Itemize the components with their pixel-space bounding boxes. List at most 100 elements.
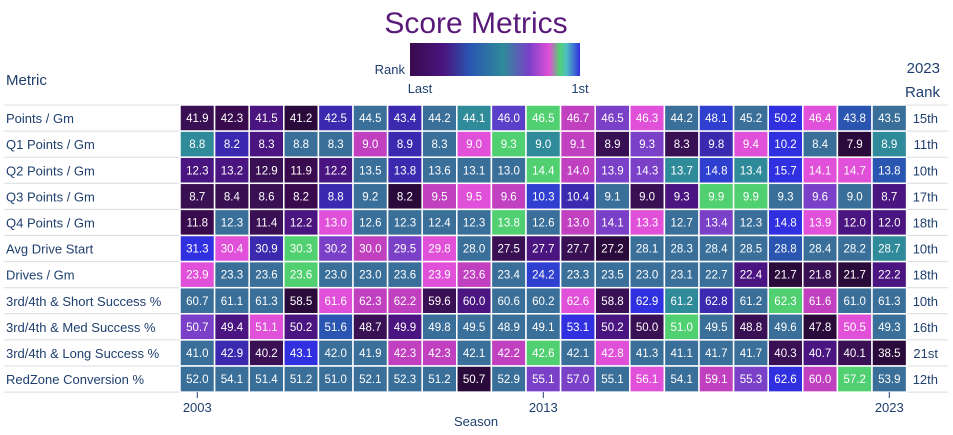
heatmap-cell [594,234,631,263]
cell-value-label: 23.6 [290,270,312,282]
heatmap-cell [732,156,769,185]
cell-value-label: 42.1 [463,348,485,360]
heatmap-cell [317,339,354,367]
heatmap-cell [490,313,527,341]
cell-value-label: 59.1 [705,374,727,386]
cell-value-label: 42.0 [325,348,347,360]
x-axis-ticks: 2003 2013 2023 [183,392,904,415]
cell-value-label: 13.8 [498,217,520,229]
cell-value-label: 12.6 [532,217,554,229]
cell-value-label: 51.4 [255,374,278,386]
heatmap-cell [871,339,908,367]
heatmap-cell [698,365,735,393]
row-label: 3rd/4th & Med Success % [6,320,156,335]
cell-value-label: 9.2 [362,191,378,203]
cell-value-label: 9.3 [639,139,655,151]
heatmap-cell [871,286,908,315]
rank-label: 21st [913,346,938,361]
heatmap-cell [179,104,216,132]
cell-value-label: 28.4 [809,244,832,256]
cell-value-label: 13.1 [463,165,485,177]
heatmap-cell [732,260,769,289]
cell-value-label: 41.9 [186,113,208,125]
heatmap-cell [871,156,908,185]
cell-value-label: 61.2 [671,296,693,308]
cell-value-label: 8.2 [397,191,413,203]
cell-value-label: 51.6 [325,322,347,334]
row-label: Q1 Points / Gm [6,137,95,152]
legend-colorbar [410,43,580,76]
heatmap-cell [352,365,389,393]
cell-value-label: 13.3 [636,217,658,229]
cell-value-label: 9.0 [535,139,551,151]
heatmap-cell [213,260,250,289]
row-label: Points / Gm [6,111,74,126]
cell-value-label: 8.3 [259,139,275,151]
heatmap-cell [767,286,804,315]
heatmap-cell [352,313,389,341]
heatmap-cell [456,234,493,263]
heatmap-cell [456,182,493,211]
row-label: 3rd/4th & Short Success % [6,294,162,309]
row-label: Drives / Gm [6,268,75,283]
cell-value-label: 42.3 [221,113,243,125]
heatmap-cell [767,182,804,211]
heatmap-cell [629,208,666,237]
heatmap-cell [317,365,354,393]
heatmap-cell [213,234,250,263]
cell-value-label: 9.1 [605,191,621,203]
metric-column-header: Metric [6,72,47,89]
cell-value-label: 12.2 [325,165,347,177]
heatmap-cell [871,365,908,393]
cell-value-label: 51.0 [671,322,693,334]
cell-value-label: 28.8 [774,244,796,256]
cell-value-label: 14.8 [774,217,796,229]
cell-value-label: 14.1 [809,165,831,177]
cell-value-label: 61.3 [878,296,900,308]
legend-high-label: 1st [571,81,589,96]
cell-value-label: 41.3 [636,348,658,360]
cell-value-label: 12.7 [671,217,693,229]
heatmap-cell [871,208,908,237]
cell-value-label: 49.6 [774,322,796,334]
cell-value-label: 9.3 [501,139,517,151]
cell-value-label: 9.4 [743,139,760,151]
cell-value-label: 29.8 [428,244,450,256]
heatmap-cell [421,208,458,237]
row-label: Q4 Points / Gm [6,215,95,230]
cell-value-label: 42.8 [601,348,623,360]
cell-value-label: 50.5 [844,322,866,334]
heatmap-cell [248,208,285,237]
heatmap-cell [663,208,700,237]
cell-value-label: 52.9 [498,374,520,386]
cell-value-label: 41.5 [255,113,277,125]
heatmap-cell [283,156,320,185]
heatmap-cell [767,156,804,185]
rank-label: 16th [913,320,938,335]
heatmap-cell [248,339,285,367]
cell-value-label: 43.1 [290,348,312,360]
heatmap-cell [698,260,735,289]
heatmap-cell [386,313,423,341]
cell-value-label: 46.7 [567,113,589,125]
cell-value-label: 7.9 [847,139,863,151]
cell-value-label: 13.8 [878,165,900,177]
cell-value-label: 62.8 [705,296,727,308]
heatmap-cell [283,339,320,367]
cell-value-label: 28.1 [636,244,658,256]
heatmap-cell [698,130,735,158]
cell-value-label: 49.5 [463,322,485,334]
heatmap-cell [490,104,527,132]
cell-value-label: 30.3 [290,244,312,256]
cell-value-label: 52.1 [359,374,381,386]
cell-value-label: 8.2 [293,191,309,203]
cell-value-label: 42.1 [567,348,589,360]
x-axis-label: Season [454,414,498,429]
rank-labels: 15th 11th 10th 17th 18th 10th 18th 10th 16th 21st… [913,111,939,387]
cell-value-label: 12.4 [428,217,451,229]
cell-value-label: 61.0 [844,296,866,308]
heatmap-cell [594,365,631,393]
cell-value-label: 46.3 [636,113,658,125]
row-label: Avg Drive Start [6,242,94,257]
